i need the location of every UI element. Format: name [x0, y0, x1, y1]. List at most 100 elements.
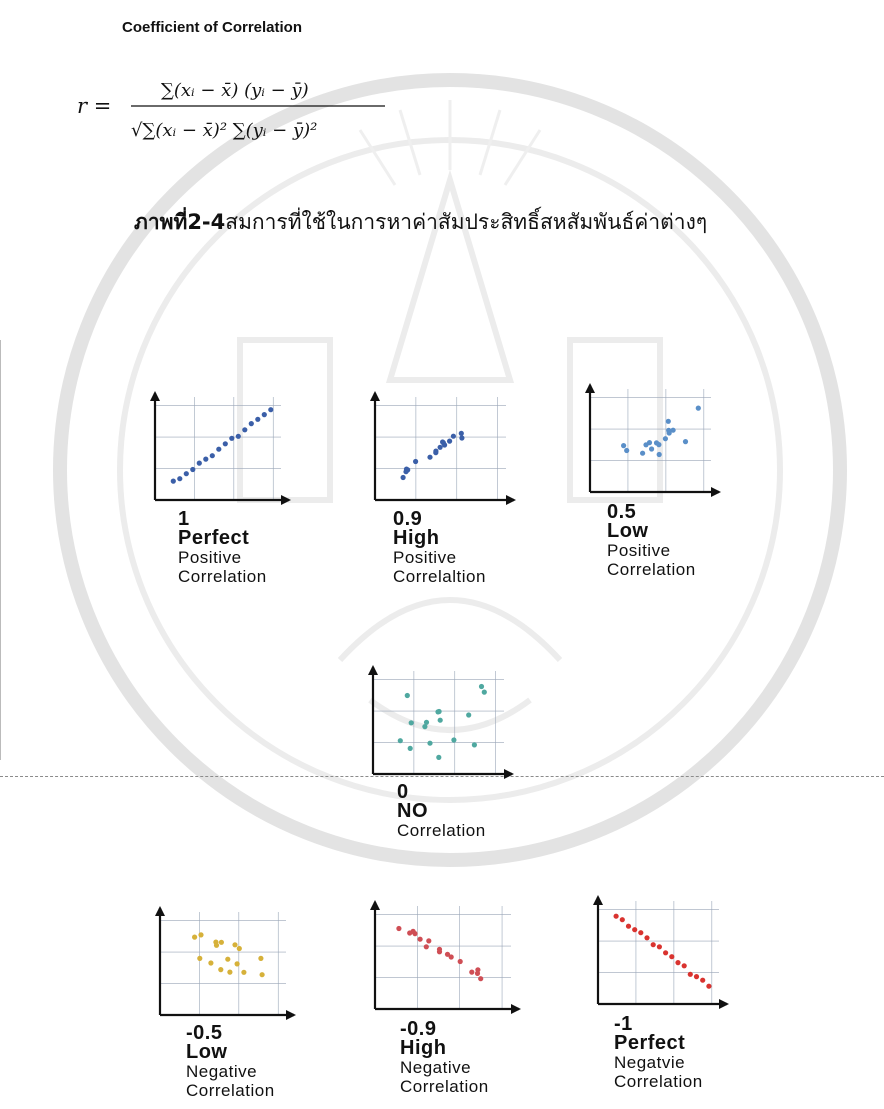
data-point: [435, 709, 441, 715]
data-point: [412, 931, 418, 937]
data-point: [646, 440, 653, 446]
data-point: [397, 738, 403, 744]
scatter-plot-perfect-positive: [150, 391, 291, 505]
formula-lhs: r =: [77, 94, 111, 118]
y-axis-arrow: [150, 391, 160, 401]
correlation-word: Correlation: [178, 567, 267, 586]
correlation-direction: Positive: [607, 541, 671, 560]
data-point: [448, 954, 454, 960]
data-point: [469, 969, 475, 975]
data-point: [632, 927, 638, 933]
data-point: [209, 453, 215, 459]
data-point: [218, 939, 224, 945]
data-point: [471, 742, 477, 748]
data-point: [259, 972, 265, 978]
data-point: [662, 436, 668, 442]
correlation-strength: Perfect: [178, 527, 250, 549]
data-point: [232, 942, 238, 948]
data-point: [457, 958, 463, 965]
data-point: [687, 971, 693, 977]
heading: Coefficient of Correlation: [122, 19, 303, 36]
data-point: [447, 438, 453, 444]
data-point: [653, 440, 660, 446]
data-point: [656, 944, 662, 950]
scatter-plot-low-negative: [155, 906, 296, 1020]
data-point: [621, 443, 627, 449]
scatter-plot-no-correlation: [368, 665, 514, 779]
data-point: [408, 720, 414, 726]
data-point: [396, 925, 402, 932]
data-point: [451, 737, 457, 743]
data-point: [650, 942, 656, 948]
data-point: [442, 442, 448, 448]
data-point: [423, 719, 430, 725]
correlation-strength: Low: [607, 520, 649, 542]
data-point: [436, 754, 442, 760]
scatter-plot-high-negative: [370, 900, 521, 1014]
data-point: [450, 433, 456, 439]
data-point: [436, 946, 443, 952]
plot-label-high-negative: -0.9 High Negative Correlation: [400, 1019, 489, 1096]
data-point: [261, 412, 267, 418]
plot-label-low-negative: -0.5 Low Negative Correlation: [186, 1023, 275, 1100]
correlation-value: -1: [614, 1013, 633, 1035]
data-point: [638, 930, 644, 936]
caption-text: สมการที่ใช้ในการหาค่าสัมประสิทธิ์สหสัมพั…: [225, 210, 708, 234]
x-axis-arrow: [506, 495, 516, 505]
data-point: [227, 969, 233, 975]
scatter-plot-low-positive: [585, 383, 721, 497]
formula-numerator: ∑(xᵢ − x̄) (yᵢ − ȳ): [161, 80, 309, 101]
data-point: [466, 712, 472, 718]
figure-number: ภาพที่2-4: [134, 210, 226, 234]
formula-denominator: √∑(xᵢ − x̄)² ∑(yᵢ − ȳ)²: [131, 120, 317, 141]
data-point: [619, 917, 625, 923]
correlation-word: Correlation: [607, 560, 696, 579]
plot-label-perfect-negative: -1 Perfect Negatvie Correlation: [614, 1013, 703, 1091]
data-point: [198, 932, 204, 938]
plot-label-low-positive: 0.5 Low Positive Correlation: [607, 501, 696, 579]
correlation-strength: High: [393, 527, 440, 549]
data-point: [248, 421, 254, 427]
data-point: [225, 956, 231, 962]
data-point: [656, 451, 662, 458]
correlation-direction: Positive: [393, 548, 457, 567]
correlation-strength: NO: [397, 800, 428, 822]
data-point: [693, 974, 700, 980]
data-point: [255, 416, 261, 422]
data-point: [235, 433, 241, 439]
data-point: [427, 740, 433, 746]
data-point: [437, 444, 443, 450]
data-point: [268, 407, 274, 413]
data-point: [242, 427, 248, 433]
data-point: [222, 441, 228, 447]
figure-caption: ภาพที่2-4สมการที่ใช้ในการหาค่าสัมประสิทธ…: [134, 206, 707, 239]
x-axis-arrow: [719, 999, 729, 1009]
x-axis-arrow: [504, 769, 514, 779]
correlation-direction: Negatvie: [614, 1053, 686, 1072]
data-point: [203, 456, 209, 462]
data-point: [190, 466, 196, 473]
y-axis-arrow: [370, 391, 380, 401]
data-point: [649, 446, 655, 452]
correlation-word: Correlation: [400, 1077, 489, 1096]
correlation-strength: Perfect: [614, 1032, 686, 1054]
data-point: [644, 935, 650, 941]
correlation-word: Correlation: [614, 1072, 703, 1091]
y-axis-arrow: [368, 665, 378, 675]
correlation-value: 1: [178, 508, 190, 530]
data-point: [669, 954, 675, 960]
data-point: [404, 692, 410, 699]
data-point: [407, 745, 413, 751]
data-point: [682, 439, 689, 445]
data-point: [218, 967, 224, 973]
correlation-word: Correlation: [186, 1081, 275, 1100]
y-axis-arrow: [593, 895, 603, 905]
data-point: [478, 976, 484, 982]
data-point: [700, 977, 706, 983]
correlation-value: 0.5: [607, 501, 637, 523]
data-point: [675, 960, 681, 966]
x-axis-arrow: [286, 1010, 296, 1020]
data-point: [427, 454, 433, 460]
y-axis-arrow: [370, 900, 380, 910]
data-point: [458, 430, 464, 436]
